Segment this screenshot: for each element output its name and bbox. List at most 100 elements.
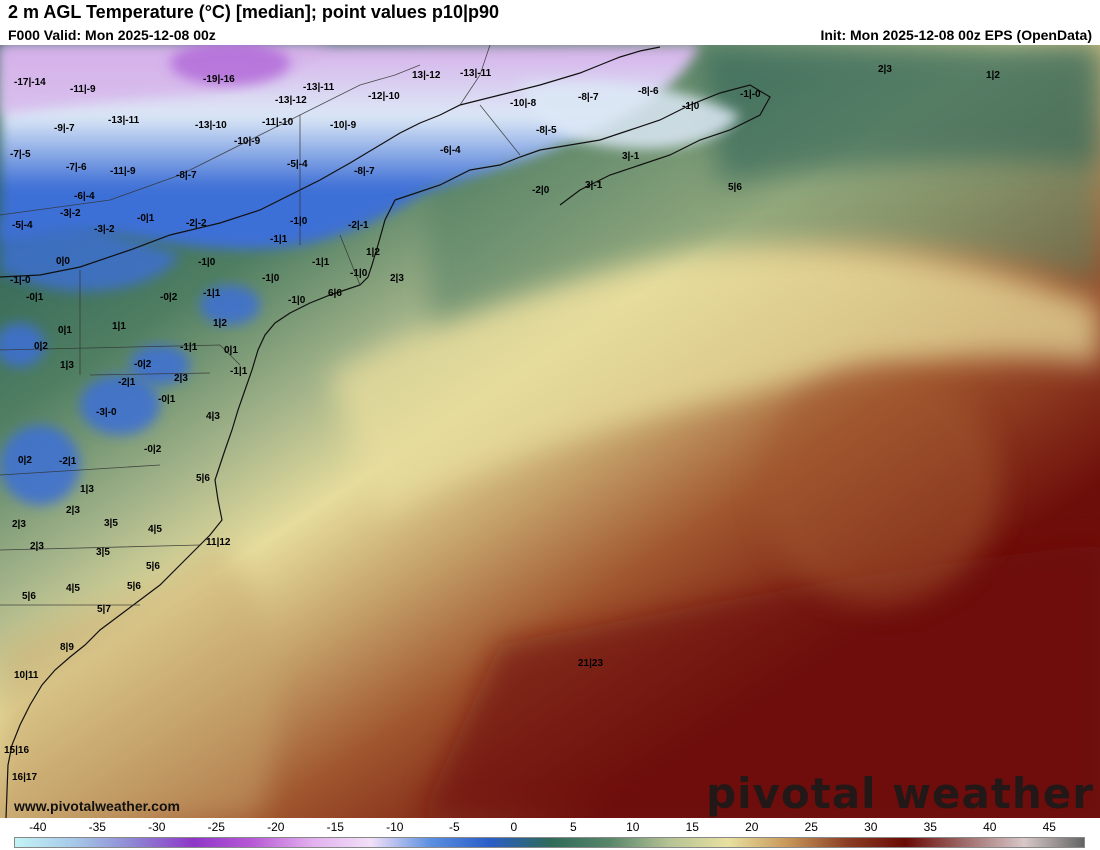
point-value: -10|-9 <box>234 136 261 147</box>
point-value: 0|0 <box>56 256 70 267</box>
legend-tick-label: 25 <box>804 820 818 834</box>
weather-map[interactable]: -17|-14 -11|-9 -19|-16 -13|-11 -13|-12 -12|-1… <box>0 45 1100 818</box>
color-legend: -40 -35 -30 -25 -20 -15 -10 -5 0 5 10 15 20 25 30 35 40 4… <box>0 818 1100 850</box>
point-value: 2|3 <box>390 273 404 284</box>
point-value: -8|-7 <box>578 92 599 103</box>
point-value: -3|-2 <box>94 224 115 235</box>
point-value: 5|7 <box>97 604 111 615</box>
legend-tick-label: 5 <box>569 820 577 834</box>
point-value: -1|0 <box>262 273 280 284</box>
point-value: -0|1 <box>26 292 44 303</box>
point-value: -11|-10 <box>262 117 294 128</box>
point-value: 2|3 <box>12 519 26 530</box>
point-value: -8|-6 <box>638 86 659 97</box>
point-value: 0|2 <box>34 341 48 352</box>
point-value: 2|3 <box>174 373 188 384</box>
legend-tick-label: -35 <box>88 820 106 834</box>
legend-tick-label: -40 <box>29 820 47 834</box>
point-value: -5|-4 <box>287 159 308 170</box>
point-value: -0|2 <box>144 444 162 455</box>
point-value: -13|-11 <box>303 82 335 93</box>
point-value: 0|1 <box>58 325 72 336</box>
point-value: 21|23 <box>578 658 604 669</box>
legend-tick-label: -15 <box>326 820 344 834</box>
point-value: -1|1 <box>180 342 198 353</box>
point-value: 3|-1 <box>585 180 603 191</box>
point-value: 3|5 <box>96 547 110 558</box>
point-value: -2|1 <box>59 456 77 467</box>
point-value: 1|3 <box>60 360 74 371</box>
legend-tick-label: 0 <box>510 820 518 834</box>
point-value: 3|5 <box>104 518 118 529</box>
point-value: 1|2 <box>986 70 1000 81</box>
point-value: -8|-5 <box>536 125 557 136</box>
point-value: -1|0 <box>290 216 308 227</box>
site-url[interactable]: www.pivotalweather.com <box>14 798 180 814</box>
legend-tick-label: 20 <box>745 820 759 834</box>
point-value: -0|1 <box>137 213 155 224</box>
point-value: 1|2 <box>213 318 227 329</box>
point-value: -11|-9 <box>110 166 136 177</box>
point-value: 0|2 <box>18 455 32 466</box>
valid-time: F000 Valid: Mon 2025-12-08 00z <box>8 27 216 43</box>
point-value: 5|6 <box>146 561 160 572</box>
point-value: -8|-7 <box>176 170 197 181</box>
legend-tick-label: 30 <box>864 820 878 834</box>
header: 2 m AGL Temperature (°C) [median]; point… <box>0 0 1100 45</box>
point-value: 0|1 <box>224 345 238 356</box>
point-value: 15|16 <box>4 745 30 756</box>
map-title: 2 m AGL Temperature (°C) [median]; point… <box>8 2 500 22</box>
pivotal-weather-logo: pivotal weather <box>706 769 1094 818</box>
point-value: -19|-16 <box>203 74 235 85</box>
point-value: -1|1 <box>203 288 221 299</box>
point-value: 1|1 <box>112 321 126 332</box>
point-value: -0|2 <box>160 292 178 303</box>
point-value: 13|-12 <box>412 70 441 81</box>
point-value: -8|-7 <box>354 166 375 177</box>
point-value: -2|-2 <box>186 218 207 229</box>
point-value: 1|2 <box>366 247 380 258</box>
point-value: 5|6 <box>127 581 141 592</box>
point-value: -1|-0 <box>10 275 31 286</box>
temperature-field <box>0 45 1100 818</box>
point-value: -1|1 <box>270 234 288 245</box>
legend-tick-label: 10 <box>626 820 640 834</box>
point-value: 2|3 <box>30 541 44 552</box>
point-value: -11|-9 <box>70 84 96 95</box>
point-value: 4|5 <box>66 583 80 594</box>
point-value: 1|3 <box>80 484 94 495</box>
legend-tick-label: -10 <box>386 820 404 834</box>
point-value: -6|-4 <box>74 191 95 202</box>
point-value: -10|-9 <box>330 120 357 131</box>
legend-tick-label: -20 <box>267 820 285 834</box>
point-value: -1|1 <box>230 366 248 377</box>
point-value: 11|12 <box>206 537 231 548</box>
point-value: 8|9 <box>60 642 74 653</box>
point-value: 4|3 <box>206 411 220 422</box>
legend-tick-label: 45 <box>1042 820 1056 834</box>
point-value: -1|0 <box>198 257 216 268</box>
legend-tick-label: 35 <box>923 820 937 834</box>
point-value: 16|17 <box>12 772 38 783</box>
point-value: -7|-5 <box>10 149 31 160</box>
point-value: -13|-12 <box>275 95 307 106</box>
point-value: 4|5 <box>148 524 162 535</box>
point-value: -1|-0 <box>740 89 761 100</box>
init-time: Init: Mon 2025-12-08 00z EPS (OpenData) <box>820 27 1092 43</box>
legend-tick-label: -5 <box>448 820 460 834</box>
point-value: -2|1 <box>118 377 136 388</box>
point-value: -9|-7 <box>54 123 75 134</box>
point-value: -13|-11 <box>460 68 492 79</box>
point-value: -13|-10 <box>195 120 227 131</box>
legend-tick-label: -30 <box>148 820 166 834</box>
point-value: -1|0 <box>350 268 368 279</box>
legend-tick-label: -25 <box>207 820 225 834</box>
point-value: 5|6 <box>22 591 36 602</box>
point-value: -3|-0 <box>96 407 117 418</box>
point-value: -2|-1 <box>348 220 369 231</box>
legend-tick-label: 15 <box>685 820 699 834</box>
point-value: -17|-14 <box>14 77 46 88</box>
point-value: -1|0 <box>682 101 700 112</box>
point-value: -5|-4 <box>12 220 33 231</box>
point-value: -13|-11 <box>108 115 140 126</box>
